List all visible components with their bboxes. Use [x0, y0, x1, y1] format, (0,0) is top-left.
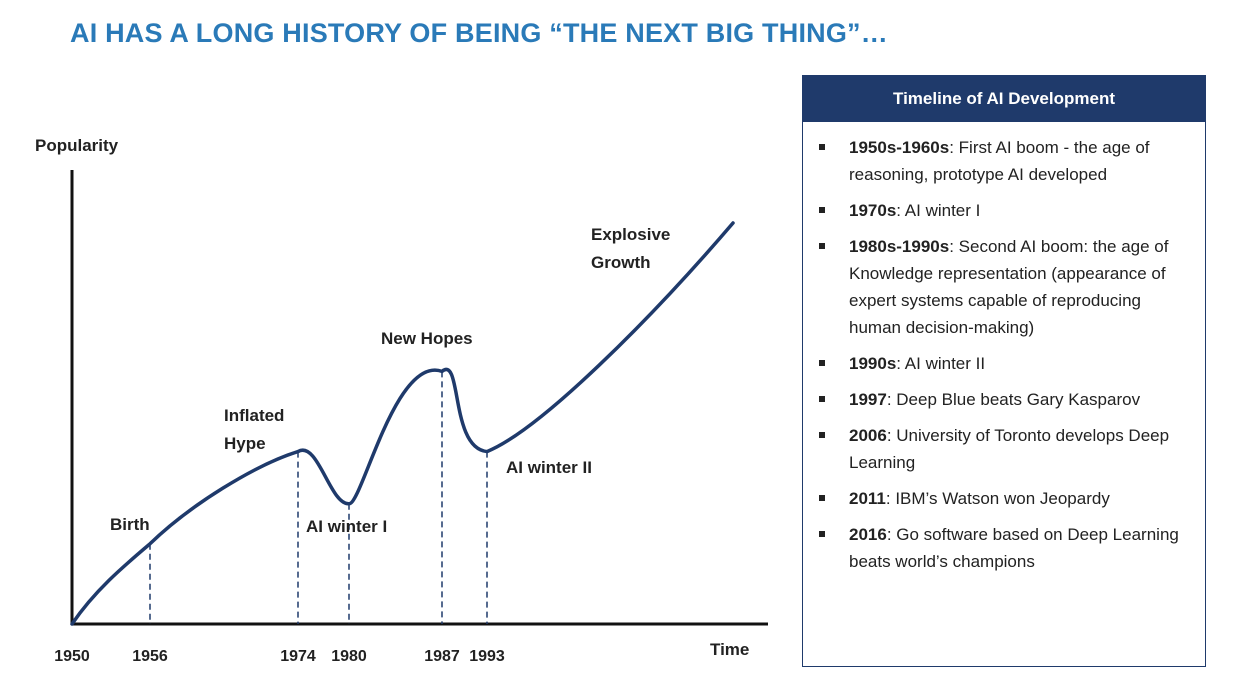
timeline-item-period: 1990s: [849, 354, 897, 373]
y-axis-title: Popularity: [35, 136, 119, 155]
x-tick-label: 1956: [132, 648, 168, 665]
timeline-item-period: 1970s: [849, 201, 897, 220]
bullet-icon: [819, 432, 825, 438]
timeline-item-period: 1980s-1990s: [849, 237, 950, 256]
x-tick-label: 1950: [54, 648, 90, 665]
timeline-panel: Timeline of AI Development 1950s-1960s: …: [802, 75, 1206, 667]
bullet-icon: [819, 495, 825, 501]
timeline-item-text: 1990s: AI winter II: [849, 350, 1195, 377]
timeline-item: 1950s-1960s: First AI boom - the age of …: [819, 134, 1195, 188]
timeline-item: 1970s: AI winter I: [819, 197, 1195, 224]
bullet-icon: [819, 531, 825, 537]
timeline-item-description: : Deep Blue beats Gary Kasparov: [886, 390, 1141, 409]
timeline-item-description: : IBM’s Watson won Jeopardy: [885, 489, 1110, 508]
x-tick-labels: 1950 1956 1974 1980 1987 1993: [54, 648, 505, 665]
timeline-item-period: 2011: [849, 489, 886, 508]
phase-label: Explosive Growth: [591, 225, 670, 272]
phase-label: New Hopes: [381, 329, 473, 348]
timeline-item-description: : Second AI boom: the age of Knowledge r…: [849, 237, 1169, 337]
phase-label: Birth: [110, 515, 150, 534]
x-tick-label: 1980: [331, 648, 367, 665]
guide-lines: [149, 371, 488, 624]
timeline-item-period: 2006: [849, 426, 887, 445]
timeline-item: 2006: University of Toronto develops Dee…: [819, 422, 1195, 476]
phase-label: AI winter II: [506, 458, 592, 477]
bullet-icon: [819, 243, 825, 249]
timeline-item-text: 2011: IBM’s Watson won Jeopardy: [849, 485, 1195, 512]
popularity-curve: [70, 221, 735, 626]
timeline-list: 1950s-1960s: First AI boom - the age of …: [803, 122, 1205, 575]
timeline-item: 1990s: AI winter II: [819, 350, 1195, 377]
phase-labels: Birth Inflated Hype AI winter I New Hopes AI …: [110, 225, 670, 536]
timeline-item-description: : University of Toronto develops Deep Le…: [849, 426, 1170, 472]
x-tick-label: 1987: [424, 648, 460, 665]
timeline-item-text: 1950s-1960s: First AI boom - the age of …: [849, 134, 1195, 188]
timeline-item-text: 2016: Go software based on Deep Learning…: [849, 521, 1195, 575]
bullet-icon: [819, 360, 825, 366]
timeline-item: 2016: Go software based on Deep Learning…: [819, 521, 1195, 575]
timeline-item-text: 1997: Deep Blue beats Gary Kasparov: [849, 386, 1195, 413]
timeline-item-description: : Go software based on Deep Learning bea…: [849, 525, 1179, 571]
x-axis-title: Time: [710, 640, 749, 659]
timeline-item-period: 2016: [849, 525, 887, 544]
timeline-item-period: 1950s-1960s: [849, 138, 950, 157]
x-tick-label: 1993: [469, 648, 505, 665]
timeline-item-period: 1997: [849, 390, 887, 409]
bullet-icon: [819, 207, 825, 213]
timeline-item: 2011: IBM’s Watson won Jeopardy: [819, 485, 1195, 512]
phase-label: AI winter I: [306, 517, 387, 536]
x-tick-label: 1974: [280, 648, 316, 665]
slide-title: AI HAS A LONG HISTORY OF BEING “THE NEXT…: [70, 18, 888, 48]
timeline-item-text: 1980s-1990s: Second AI boom: the age of …: [849, 233, 1195, 341]
phase-label: Inflated Hype: [224, 406, 284, 453]
timeline-item-description: : AI winter I: [896, 201, 981, 220]
timeline-item: 1997: Deep Blue beats Gary Kasparov: [819, 386, 1195, 413]
timeline-item-description: : First AI boom - the age of reasoning, …: [849, 138, 1150, 184]
timeline-item: 1980s-1990s: Second AI boom: the age of …: [819, 233, 1195, 341]
bullet-icon: [819, 396, 825, 402]
timeline-item-description: : AI winter II: [896, 354, 986, 373]
timeline-item-text: 2006: University of Toronto develops Dee…: [849, 422, 1195, 476]
timeline-panel-title: Timeline of AI Development: [803, 76, 1205, 122]
bullet-icon: [819, 144, 825, 150]
timeline-item-text: 1970s: AI winter I: [849, 197, 1195, 224]
popularity-chart: Popularity Time 1950 1956 1974 1980 1987 1993…: [35, 136, 768, 665]
